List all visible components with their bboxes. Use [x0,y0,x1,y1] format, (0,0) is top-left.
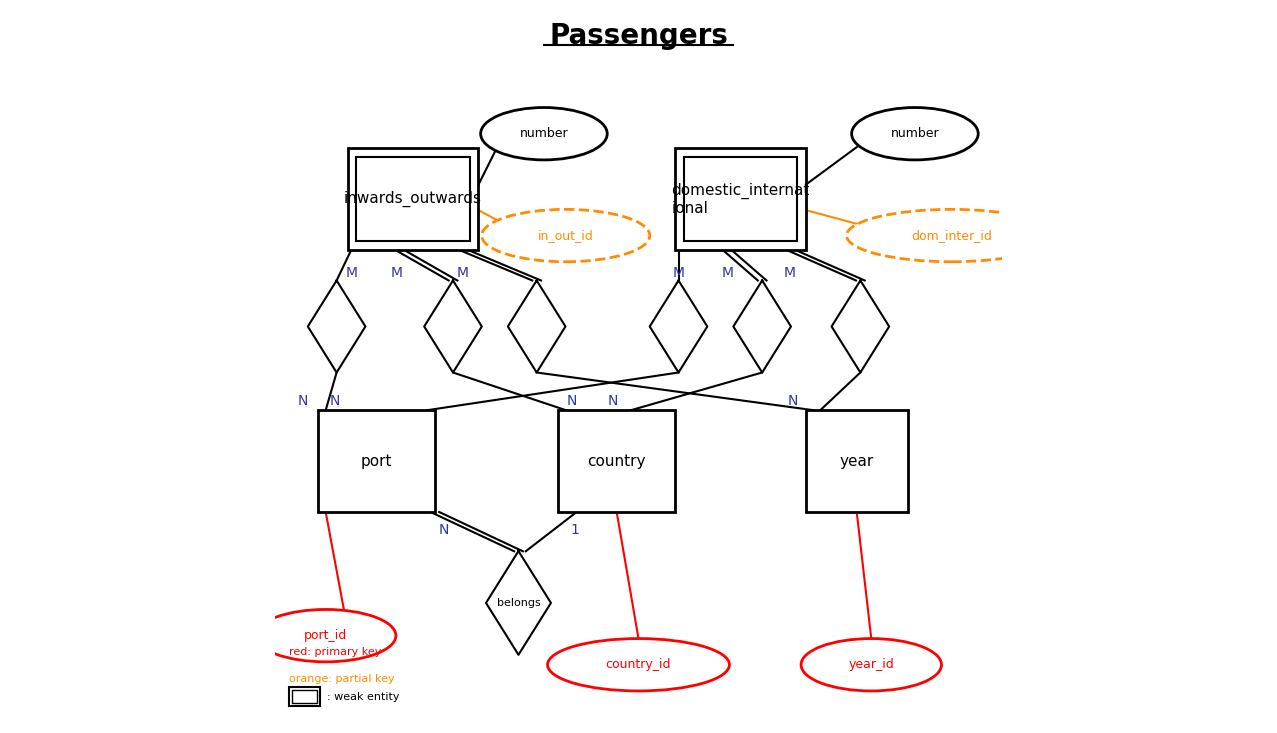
FancyBboxPatch shape [558,410,674,512]
Text: orange: partial key: orange: partial key [290,674,395,684]
Ellipse shape [480,108,608,160]
FancyBboxPatch shape [318,410,434,512]
Text: number: number [890,128,940,140]
Text: N: N [567,394,577,408]
Text: N: N [608,394,618,408]
Polygon shape [308,281,365,372]
Polygon shape [733,281,790,372]
Text: port: port [361,454,392,468]
Text: Passengers: Passengers [549,21,728,50]
Text: M: M [391,266,404,281]
Ellipse shape [255,609,396,662]
Ellipse shape [852,108,978,160]
Text: number: number [520,128,568,140]
Text: M: M [722,266,733,281]
FancyBboxPatch shape [806,410,908,512]
FancyBboxPatch shape [356,157,470,241]
Text: belongs: belongs [497,598,540,608]
Polygon shape [650,281,707,372]
Text: N: N [788,394,798,408]
FancyBboxPatch shape [683,157,797,241]
Text: : weak entity: : weak entity [327,692,400,701]
Ellipse shape [481,210,650,262]
Text: N: N [329,394,340,408]
Ellipse shape [548,638,729,691]
Polygon shape [831,281,889,372]
Text: M: M [784,266,796,281]
Text: N: N [298,394,308,408]
Text: port_id: port_id [304,629,347,642]
Text: year_id: year_id [848,658,894,671]
Text: M: M [673,266,684,281]
Text: country: country [587,454,646,468]
Text: year: year [839,454,873,468]
Text: dom_inter_id: dom_inter_id [911,229,992,242]
Text: red: primary key: red: primary key [290,647,382,657]
Text: 1: 1 [570,523,578,537]
Text: domestic_internat
ional: domestic_internat ional [672,183,810,216]
FancyBboxPatch shape [292,690,317,703]
Text: in_out_id: in_out_id [538,229,594,242]
Polygon shape [508,281,566,372]
FancyBboxPatch shape [674,148,806,250]
Text: country_id: country_id [605,658,672,671]
Polygon shape [487,551,550,655]
Text: M: M [456,266,469,281]
Text: M: M [345,266,358,281]
Ellipse shape [801,638,941,691]
Text: N: N [438,523,448,537]
Polygon shape [424,281,481,372]
Ellipse shape [847,210,1056,262]
FancyBboxPatch shape [347,148,479,250]
Text: inwards_outwards: inwards_outwards [344,191,481,207]
FancyBboxPatch shape [290,688,319,706]
